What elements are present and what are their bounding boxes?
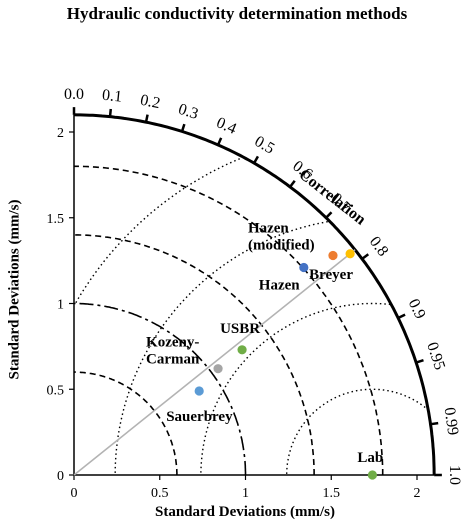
point-label: Hazen xyxy=(259,277,300,293)
point-label: (modified) xyxy=(248,237,315,253)
correlation-tick-label: 0.4 xyxy=(214,114,239,138)
x-tick-label: 1 xyxy=(242,486,249,501)
std-arc-reference xyxy=(74,302,247,475)
rms-arc xyxy=(74,156,245,304)
data-point xyxy=(299,262,309,273)
x-tick-label: 2 xyxy=(414,486,421,501)
correlation-tick xyxy=(252,155,260,164)
point-label: Lab xyxy=(357,450,383,466)
x-tick-label: 1.5 xyxy=(323,486,341,501)
correlation-tick xyxy=(289,179,296,188)
correlation-tick xyxy=(180,123,186,132)
point-label: Kozeny- xyxy=(146,335,199,351)
y-tick-label: 0 xyxy=(57,469,64,484)
correlation-tick-label: 0.8 xyxy=(366,233,392,259)
correlation-tick-label: 0.9 xyxy=(405,296,429,321)
data-point xyxy=(345,249,355,259)
y-tick-label: 0.5 xyxy=(47,383,65,398)
correlation-tick xyxy=(397,313,406,320)
data-point xyxy=(328,250,338,261)
correlation-tick-label: 0.95 xyxy=(423,340,448,372)
correlation-tick xyxy=(361,253,370,260)
correlation-tick xyxy=(216,137,223,146)
data-point xyxy=(367,470,378,480)
x-tick-label: 0.5 xyxy=(151,486,169,501)
data-point xyxy=(237,345,247,355)
x-tick-label: 0 xyxy=(71,486,78,501)
correlation-tick xyxy=(325,211,333,219)
correlation-tick-label: 0.0 xyxy=(64,86,84,103)
correlation-tick xyxy=(415,358,424,364)
correlation-tick-label: 1.0 xyxy=(446,465,463,485)
point-label: Hazen xyxy=(248,220,289,236)
y-tick-label: 2 xyxy=(57,126,64,141)
correlation-tick-label: 0.3 xyxy=(176,101,200,123)
point-label: Breyer xyxy=(309,267,353,283)
point-label: Carman xyxy=(146,352,200,368)
point-label: USBR xyxy=(220,321,260,337)
correlation-tick-label: 0.2 xyxy=(139,92,162,113)
x-axis-label: Standard Deviations (mm/s) xyxy=(154,504,335,520)
std-arc xyxy=(74,165,384,475)
correlation-tick-label: 0.99 xyxy=(441,406,462,436)
rms-arc xyxy=(286,388,430,475)
point-label: Sauerbrey xyxy=(166,409,233,425)
y-tick-label: 1 xyxy=(57,298,64,313)
correlation-tick xyxy=(108,108,113,117)
correlation-tick xyxy=(430,421,439,426)
correlation-tick-label: 0.1 xyxy=(101,87,123,106)
rms-arc xyxy=(200,302,391,475)
std-arc xyxy=(74,234,315,475)
data-point xyxy=(213,364,223,374)
y-axis-label: Standard Deviations (mm/s) xyxy=(6,199,23,380)
y-tick-label: 1.5 xyxy=(47,212,65,227)
correlation-line xyxy=(73,249,356,476)
std-arc xyxy=(74,371,178,475)
chart-title: Hydraulic conductivity determination met… xyxy=(66,4,408,23)
rms-arc xyxy=(114,221,328,475)
correlation-tick xyxy=(144,114,149,123)
outer-arc xyxy=(73,113,436,476)
data-point xyxy=(194,386,204,396)
correlation-tick-label: 0.5 xyxy=(251,133,277,158)
